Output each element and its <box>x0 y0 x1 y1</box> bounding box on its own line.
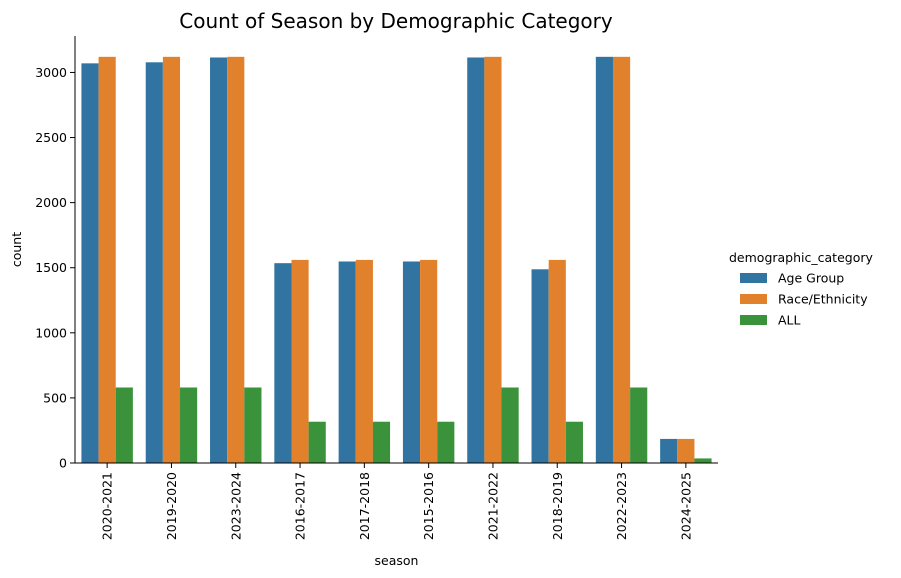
bar-all-2017-2018 <box>372 421 391 463</box>
bar-all-2018-2019 <box>565 421 583 463</box>
x-axis-title: season <box>375 553 419 568</box>
legend-swatch-all <box>740 315 767 325</box>
bar-race-ethnicity-2020-2021 <box>98 56 116 463</box>
y-axis-title: count <box>9 232 24 267</box>
bar-all-2016-2017 <box>308 421 326 463</box>
legend-label: Race/Ethnicity <box>778 292 868 307</box>
bar-all-2019-2020 <box>180 387 198 463</box>
legend-label: ALL <box>778 313 801 328</box>
y-tick-label: 500 <box>43 390 67 405</box>
x-tick-label: 2018-2019 <box>550 472 565 540</box>
x-tick-label: 2019-2020 <box>164 472 179 540</box>
x-tick-label: 2023-2024 <box>228 472 243 540</box>
bar-all-2024-2025 <box>694 458 712 463</box>
bar-age-group-2024-2025 <box>660 438 678 463</box>
x-tick-label: 2022-2023 <box>614 472 629 540</box>
bar-race-ethnicity-2022-2023 <box>612 56 631 463</box>
legend-swatch-race-ethnicity <box>740 294 767 304</box>
bar-race-ethnicity-2016-2017 <box>291 259 309 463</box>
bar-age-group-2023-2024 <box>210 57 228 463</box>
legend-label: Age Group <box>778 271 844 286</box>
x-tick-label: 2015-2016 <box>421 472 436 540</box>
x-tick-label: 2024-2025 <box>678 472 693 540</box>
bars-group <box>81 56 712 464</box>
y-tick-label: 3000 <box>35 65 67 80</box>
bar-age-group-2015-2016 <box>402 261 421 463</box>
bar-all-2023-2024 <box>244 387 262 463</box>
bar-race-ethnicity-2017-2018 <box>355 259 373 463</box>
bar-age-group-2022-2023 <box>595 56 613 463</box>
x-tick-label: 2016-2017 <box>293 472 308 540</box>
y-tick-label: 1000 <box>35 325 67 340</box>
bar-race-ethnicity-2021-2022 <box>484 56 502 463</box>
x-tick-label: 2020-2021 <box>100 472 115 540</box>
bar-age-group-2018-2019 <box>531 269 549 463</box>
x-tick-label: 2021-2022 <box>485 472 500 540</box>
x-tick-label: 2017-2018 <box>357 472 372 540</box>
bar-all-2015-2016 <box>437 421 455 463</box>
bar-race-ethnicity-2024-2025 <box>677 438 695 463</box>
bar-race-ethnicity-2015-2016 <box>420 259 438 463</box>
bar-age-group-2016-2017 <box>274 263 292 463</box>
legend-title: demographic_category <box>729 250 873 265</box>
bar-age-group-2020-2021 <box>81 63 99 464</box>
bar-race-ethnicity-2019-2020 <box>162 56 181 463</box>
axes-group: 2020-2021 2019-2020 2023-2024 2016-2017 2017… <box>35 36 718 540</box>
bar-age-group-2017-2018 <box>338 261 356 463</box>
y-tick-label: 1500 <box>35 260 67 275</box>
legend-swatch-age-group <box>740 273 767 283</box>
bar-age-group-2019-2020 <box>145 62 163 464</box>
y-tick-label: 2500 <box>35 130 67 145</box>
bar-all-2022-2023 <box>630 387 648 463</box>
chart-title: Count of Season by Demographic Category <box>179 9 613 33</box>
bar-age-group-2021-2022 <box>467 57 485 463</box>
y-tick-label: 2000 <box>35 195 67 210</box>
bar-all-2020-2021 <box>115 387 133 463</box>
bar-all-2021-2022 <box>501 387 519 463</box>
legend: demographic_category Age Group Race/Ethni… <box>729 250 873 328</box>
bar-race-ethnicity-2023-2024 <box>227 56 245 463</box>
y-tick-label: 0 <box>59 456 67 471</box>
bar-race-ethnicity-2018-2019 <box>548 259 566 463</box>
